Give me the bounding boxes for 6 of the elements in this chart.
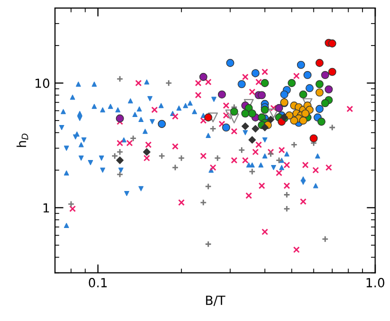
y-axis-title: h$_{D}$ bbox=[16, 134, 28, 147]
y-tick-label: 1 bbox=[44, 203, 49, 212]
x-tick-label: 0.1 bbox=[88, 278, 107, 288]
x-axis-title: B/T bbox=[206, 296, 226, 306]
x-tick-label: 1.0 bbox=[366, 278, 384, 288]
y-tick-label: 10 bbox=[36, 78, 50, 88]
